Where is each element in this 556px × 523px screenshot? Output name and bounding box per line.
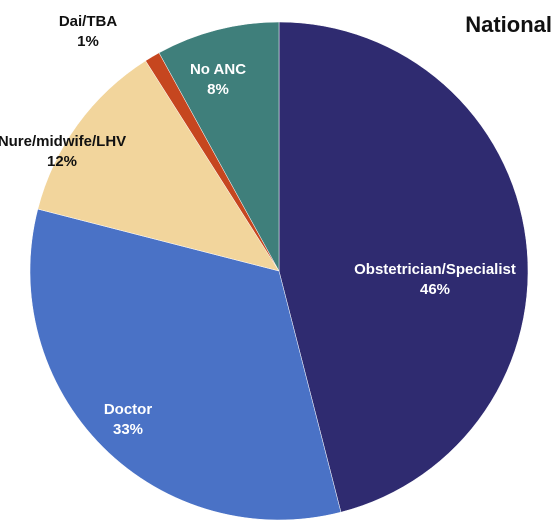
slice-label: No ANC 8%: [163, 60, 273, 100]
pie-slice: [37, 60, 280, 272]
slice-label: Doctor 33%: [68, 400, 188, 440]
slice-name: Nure/midwife/LHV: [0, 133, 127, 150]
pie-slice: [29, 208, 342, 521]
slice-value: 33%: [112, 421, 144, 438]
slice-value: 1%: [77, 33, 99, 50]
pie-slice: [158, 21, 280, 272]
chart-title: National: [465, 12, 552, 37]
slice-label: Nure/midwife/LHV 12%: [0, 132, 127, 172]
slice-value: 12%: [46, 153, 78, 170]
slice-name: No ANC: [189, 61, 247, 78]
slice-name: Dai/TBA: [58, 13, 118, 30]
slice-label: Obstetrician/Specialist 46%: [345, 260, 525, 300]
pie-slice: [278, 21, 529, 513]
slice-value: 46%: [419, 281, 451, 298]
slice-label: Dai/TBA 1%: [38, 12, 138, 52]
slice-name: Doctor: [103, 401, 153, 418]
slice-value: 8%: [207, 81, 229, 98]
slice-name: Obstetrician/Specialist: [354, 261, 516, 278]
